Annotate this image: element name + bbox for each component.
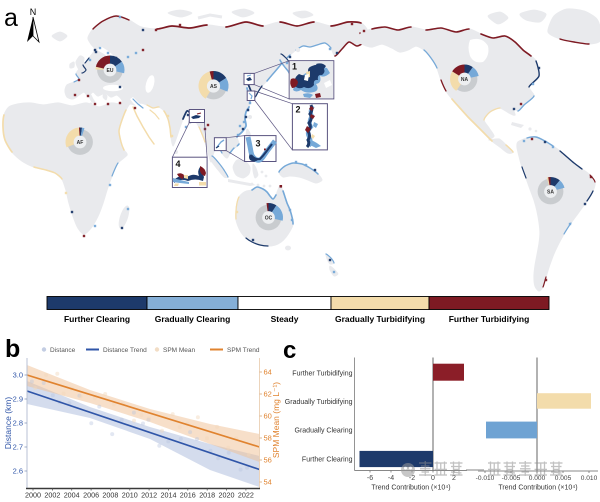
svg-text:OC: OC [265, 215, 273, 221]
svg-text:2000: 2000 [25, 491, 41, 500]
svg-text:2012: 2012 [141, 491, 157, 500]
svg-text:Gradually Clearing: Gradually Clearing [155, 314, 231, 324]
svg-text:-0.005: -0.005 [502, 475, 521, 482]
svg-text:AF: AF [77, 140, 84, 146]
svg-text:Further Turbidifying: Further Turbidifying [292, 371, 352, 378]
svg-text:Gradually Turbidifying: Gradually Turbidifying [285, 399, 353, 406]
svg-text:Distance: Distance [50, 347, 76, 354]
svg-text:2: 2 [296, 105, 301, 115]
svg-text:64: 64 [264, 368, 272, 377]
svg-text:56: 56 [264, 456, 272, 465]
svg-text:2.6: 2.6 [13, 467, 23, 476]
svg-text:58: 58 [264, 434, 272, 443]
svg-text:-2: -2 [409, 475, 415, 482]
svg-text:Further Turbidifying: Further Turbidifying [449, 314, 530, 324]
svg-text:Steady: Steady [271, 314, 299, 324]
svg-text:SPM Trend: SPM Trend [227, 347, 260, 354]
svg-text:2002: 2002 [44, 491, 60, 500]
svg-text:SPM Mean: SPM Mean [163, 347, 196, 354]
svg-text:Trend Contribution (×10⁴): Trend Contribution (×10⁴) [371, 485, 450, 492]
svg-text:SPM Mean (mg L⁻¹): SPM Mean (mg L⁻¹) [271, 382, 281, 458]
svg-text:3.0: 3.0 [13, 371, 23, 380]
svg-text:2.9: 2.9 [13, 395, 23, 404]
svg-text:Trend Contribution (×10⁴): Trend Contribution (×10⁴) [498, 485, 577, 492]
svg-text:2006: 2006 [83, 491, 99, 500]
svg-text:2020: 2020 [219, 491, 235, 500]
svg-text:-0.010: -0.010 [476, 475, 495, 482]
svg-text:0.005: 0.005 [555, 475, 572, 482]
svg-text:2018: 2018 [199, 491, 215, 500]
svg-text:0: 0 [431, 475, 435, 482]
svg-text:b: b [5, 335, 20, 363]
svg-text:Distance (km): Distance (km) [3, 397, 13, 450]
svg-text:2.8: 2.8 [13, 419, 23, 428]
svg-text:0.000: 0.000 [529, 475, 546, 482]
svg-text:54: 54 [264, 478, 272, 487]
svg-text:2004: 2004 [64, 491, 80, 500]
svg-text:0.010: 0.010 [581, 475, 598, 482]
svg-text:1: 1 [292, 62, 297, 72]
svg-text:2010: 2010 [122, 491, 138, 500]
svg-text:2014: 2014 [161, 491, 177, 500]
svg-text:c: c [283, 337, 296, 364]
svg-text:Further Clearing: Further Clearing [64, 314, 130, 324]
svg-text:NA: NA [461, 77, 469, 83]
svg-text:-6: -6 [367, 475, 373, 482]
svg-text:Gradually Turbidifying: Gradually Turbidifying [335, 314, 425, 324]
svg-text:3: 3 [256, 139, 261, 149]
svg-text:EU: EU [107, 68, 114, 74]
svg-text:60: 60 [264, 412, 272, 421]
svg-text:Distance Trend: Distance Trend [103, 347, 147, 354]
svg-text:AS: AS [210, 84, 218, 90]
svg-text:62: 62 [264, 390, 272, 399]
svg-text:SA: SA [547, 189, 554, 195]
svg-text:-4: -4 [388, 475, 394, 482]
svg-text:4: 4 [176, 159, 181, 169]
svg-text:2022: 2022 [238, 491, 254, 500]
svg-text:Gradually Clearing: Gradually Clearing [295, 428, 353, 435]
svg-text:2: 2 [452, 475, 456, 482]
svg-text:2008: 2008 [102, 491, 118, 500]
svg-text:2.7: 2.7 [13, 443, 23, 452]
svg-text:N: N [30, 7, 37, 17]
svg-text:a: a [4, 4, 18, 32]
svg-text:2016: 2016 [180, 491, 196, 500]
svg-text:Further Clearing: Further Clearing [302, 457, 353, 464]
